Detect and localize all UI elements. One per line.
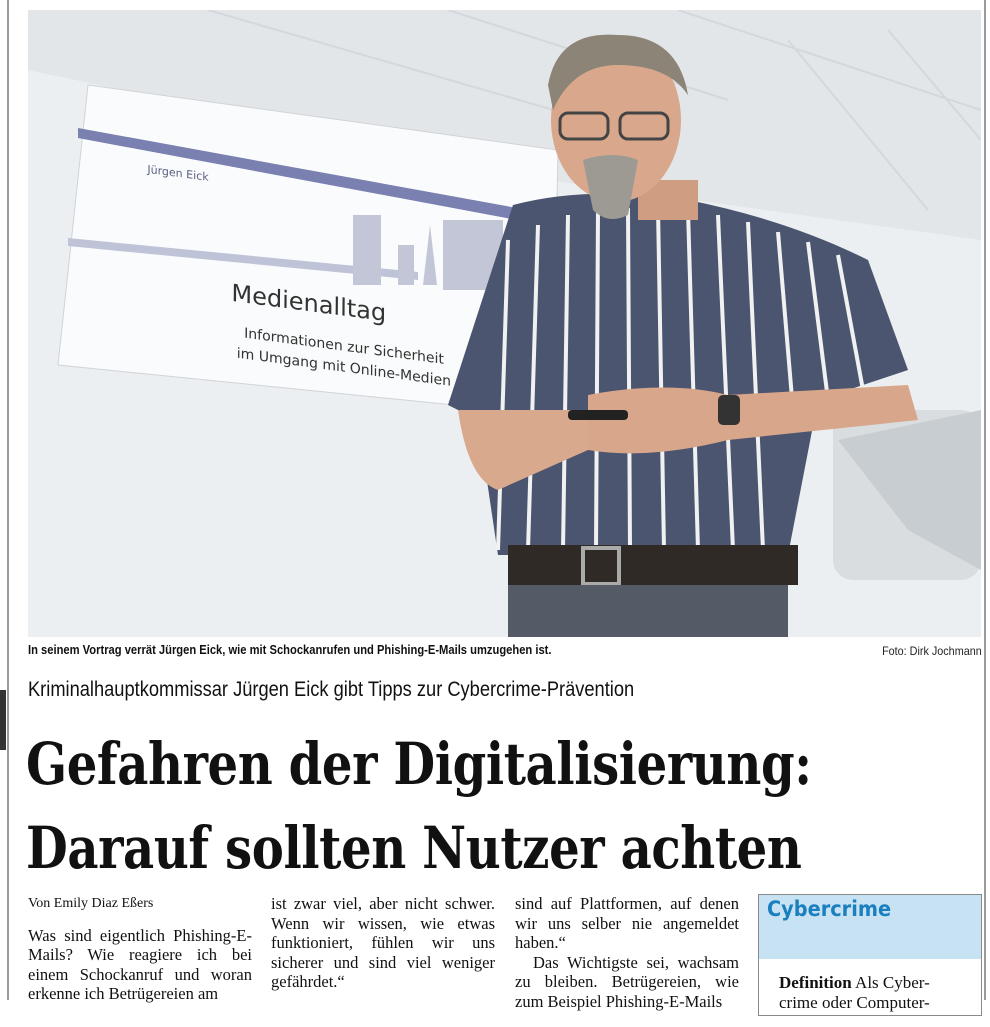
paragraph: Was sind eigentlich Phishing-E-Mails? Wi… [28, 925, 252, 1004]
paragraph: sind auf Plattformen, auf denen wir uns … [515, 894, 739, 953]
slide-subtitle: Informationen zur Sicherheit im Umgang m… [194, 317, 494, 398]
page-edge-mark [0, 690, 6, 750]
slide-title: Medienalltag [231, 278, 387, 328]
infobox-title: Cybercrime [767, 897, 892, 921]
article-column-1: Von Emily Diaz Eßers Was sind eigentlich… [28, 894, 252, 1004]
photo-illustration [28, 10, 981, 637]
article-headline: Gefahren der Digitalisierung: Darauf sol… [26, 722, 812, 890]
page-edge-left [7, 0, 9, 1000]
projected-slide: Jürgen Eick Medienalltag Informationen z… [85, 95, 558, 446]
infobox-header: Cybercrime [759, 895, 981, 959]
photo-credit: Foto: Dirk Jochmann [882, 644, 982, 658]
infobox-term: Definition [779, 973, 852, 992]
photo-caption: In seinem Vortrag verrät Jürgen Eick, wi… [28, 642, 552, 657]
paragraph: Das Wichtigste sei, wachsam zu bleiben. … [515, 952, 739, 1011]
article-column-3: sind auf Plattformen, auf denen wir uns … [515, 894, 739, 1012]
byline: Von Emily Diaz Eßers [28, 896, 154, 911]
infobox-body: Definition Als Cyber-crime oder Computer… [759, 959, 981, 1027]
page-edge-right [984, 0, 986, 1000]
paragraph: ist zwar viel, aber nicht schwer. Wenn w… [271, 894, 495, 992]
article-kicker: Kriminalhauptkommissar Jürgen Eick gibt … [28, 678, 635, 701]
article-photo: Jürgen Eick Medienalltag Informationen z… [28, 10, 981, 637]
slide-presenter-name: Jürgen Eick [147, 162, 209, 184]
article-column-2: ist zwar viel, aber nicht schwer. Wenn w… [271, 894, 495, 992]
headline-line: Darauf sollten Nutzer achten [26, 814, 802, 882]
headline-line: Gefahren der Digitalisierung: [26, 730, 812, 798]
infobox-cybercrime: Cybercrime Definition Als Cyber-crime od… [758, 894, 982, 1016]
